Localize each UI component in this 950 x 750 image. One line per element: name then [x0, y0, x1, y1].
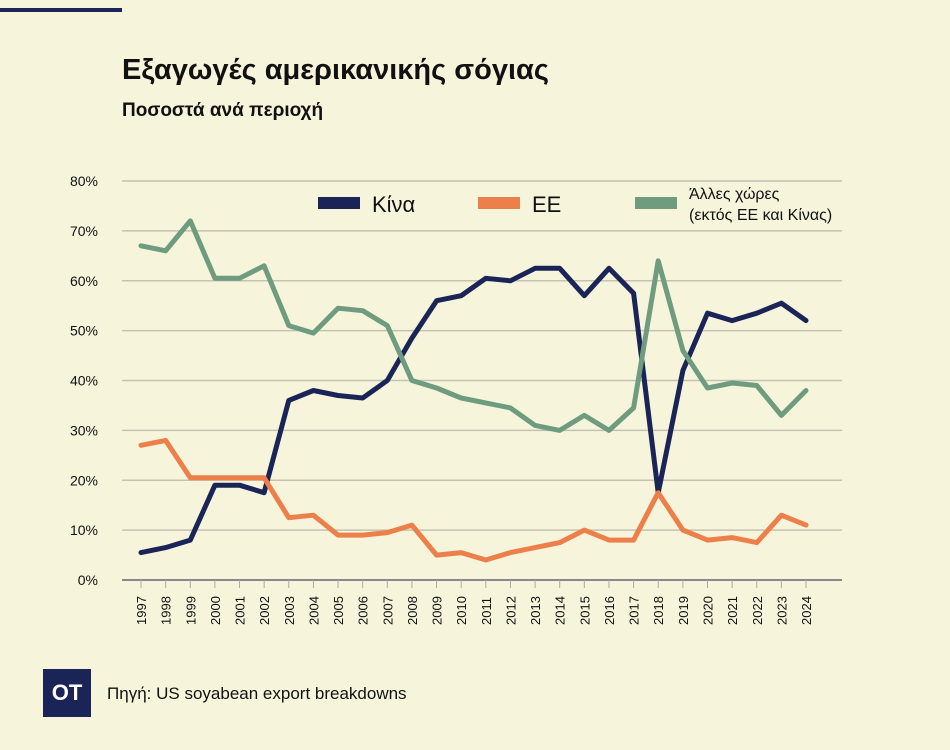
x-tick-label: 2007	[380, 596, 395, 625]
x-tick-label: 1998	[159, 596, 174, 625]
x-tick-label: 2020	[700, 596, 715, 625]
x-tick-label: 2006	[356, 596, 371, 625]
x-tick-label: 1997	[134, 596, 149, 625]
y-tick-label: 0%	[78, 572, 98, 588]
x-tick-label: 2023	[774, 596, 789, 625]
x-tick-label: 2018	[651, 596, 666, 625]
x-tick-label: 2024	[799, 596, 814, 625]
y-tick-label: 60%	[70, 273, 98, 289]
x-tick-label: 2008	[405, 596, 420, 625]
y-tick-label: 80%	[70, 173, 98, 189]
y-tick-label: 50%	[70, 323, 98, 339]
x-tick-label: 2016	[602, 596, 617, 625]
legend-swatch-2	[635, 197, 677, 209]
x-tick-label: 2000	[208, 596, 223, 625]
series-line-1	[138, 437, 809, 563]
x-tick-label: 2013	[528, 596, 543, 625]
y-tick-label: 70%	[70, 223, 98, 239]
legend-label-0: Κίνα	[372, 192, 416, 217]
legend-label-2: (εκτός ΕΕ και Κίνας)	[689, 207, 832, 224]
series-line-2	[138, 218, 809, 433]
top-accent-bar	[0, 8, 122, 12]
x-tick-label: 2001	[233, 596, 248, 625]
x-tick-label: 2012	[503, 596, 518, 625]
y-tick-label: 20%	[70, 472, 98, 488]
x-tick-label: 2003	[282, 596, 297, 625]
ot-logo: OT	[43, 669, 91, 717]
x-tick-label: 2004	[306, 596, 321, 625]
x-tick-label: 2015	[577, 596, 592, 625]
x-tick-label: 2005	[331, 596, 346, 625]
x-tick-label: 2021	[725, 596, 740, 625]
x-tick-label: 2017	[627, 596, 642, 625]
y-tick-label: 30%	[70, 422, 98, 438]
chart-subtitle: Ποσοστά ανά περιοχή	[122, 100, 324, 121]
x-tick-label: 2022	[750, 596, 765, 625]
series-line-0	[138, 265, 809, 556]
y-tick-label: 40%	[70, 373, 98, 389]
x-tick-label: 1999	[183, 596, 198, 625]
legend-label-1: ΕΕ	[532, 192, 561, 217]
x-tick-label: 2011	[479, 597, 494, 625]
source-note: Πηγή: US soyabean export breakdowns	[107, 684, 407, 703]
x-tick-label: 2014	[553, 596, 568, 625]
x-tick-label: 2009	[430, 596, 445, 625]
legend-label-2: Άλλες χώρες	[689, 186, 780, 203]
x-tick-label: 2002	[257, 596, 272, 625]
x-tick-label: 2019	[676, 596, 691, 625]
y-tick-label: 10%	[70, 522, 98, 538]
legend-swatch-1	[478, 197, 520, 209]
chart-title: Εξαγωγές αμερικανικής σόγιας	[122, 54, 549, 86]
legend-swatch-0	[318, 197, 360, 209]
x-tick-label: 2010	[454, 596, 469, 625]
